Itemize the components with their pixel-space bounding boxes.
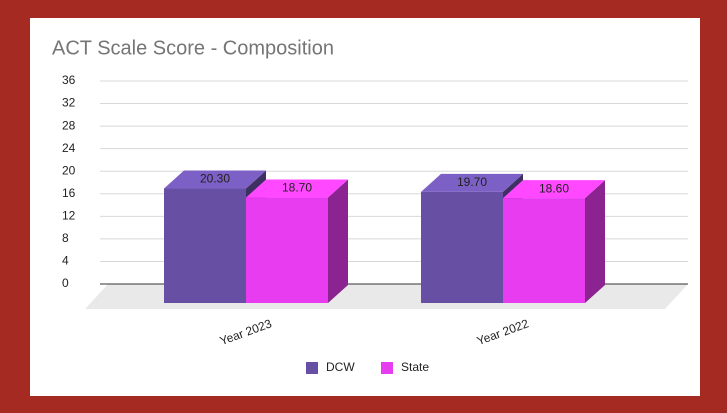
value-label: 18.70 bbox=[282, 181, 312, 195]
legend-swatch bbox=[306, 362, 318, 374]
bar bbox=[246, 197, 328, 303]
legend-swatch bbox=[381, 362, 393, 374]
bar bbox=[503, 198, 585, 303]
value-label: 19.70 bbox=[457, 175, 487, 189]
chart-title: ACT Scale Score - Composition bbox=[52, 37, 334, 59]
y-tick-label: 28 bbox=[62, 118, 76, 132]
legend-label: State bbox=[401, 360, 429, 374]
bar bbox=[164, 188, 246, 303]
y-tick-label: 36 bbox=[62, 73, 76, 87]
y-tick-label: 24 bbox=[62, 141, 76, 155]
bar-top bbox=[421, 173, 523, 192]
bar bbox=[421, 191, 503, 303]
y-tick-label: 12 bbox=[62, 209, 76, 223]
bar-side bbox=[585, 180, 605, 303]
bar-top bbox=[503, 180, 605, 199]
value-label: 20.30 bbox=[200, 172, 230, 186]
y-tick-label: 0 bbox=[62, 276, 69, 290]
bar-top bbox=[246, 179, 348, 198]
y-tick-label: 8 bbox=[62, 231, 69, 245]
y-tick-label: 4 bbox=[62, 254, 69, 268]
value-label: 18.60 bbox=[539, 181, 569, 195]
y-tick-label: 16 bbox=[62, 186, 76, 200]
y-tick-label: 20 bbox=[62, 163, 76, 177]
y-tick-label: 32 bbox=[62, 96, 76, 110]
bar-top bbox=[164, 170, 266, 189]
legend-label: DCW bbox=[326, 360, 355, 374]
bar-side bbox=[328, 179, 348, 303]
